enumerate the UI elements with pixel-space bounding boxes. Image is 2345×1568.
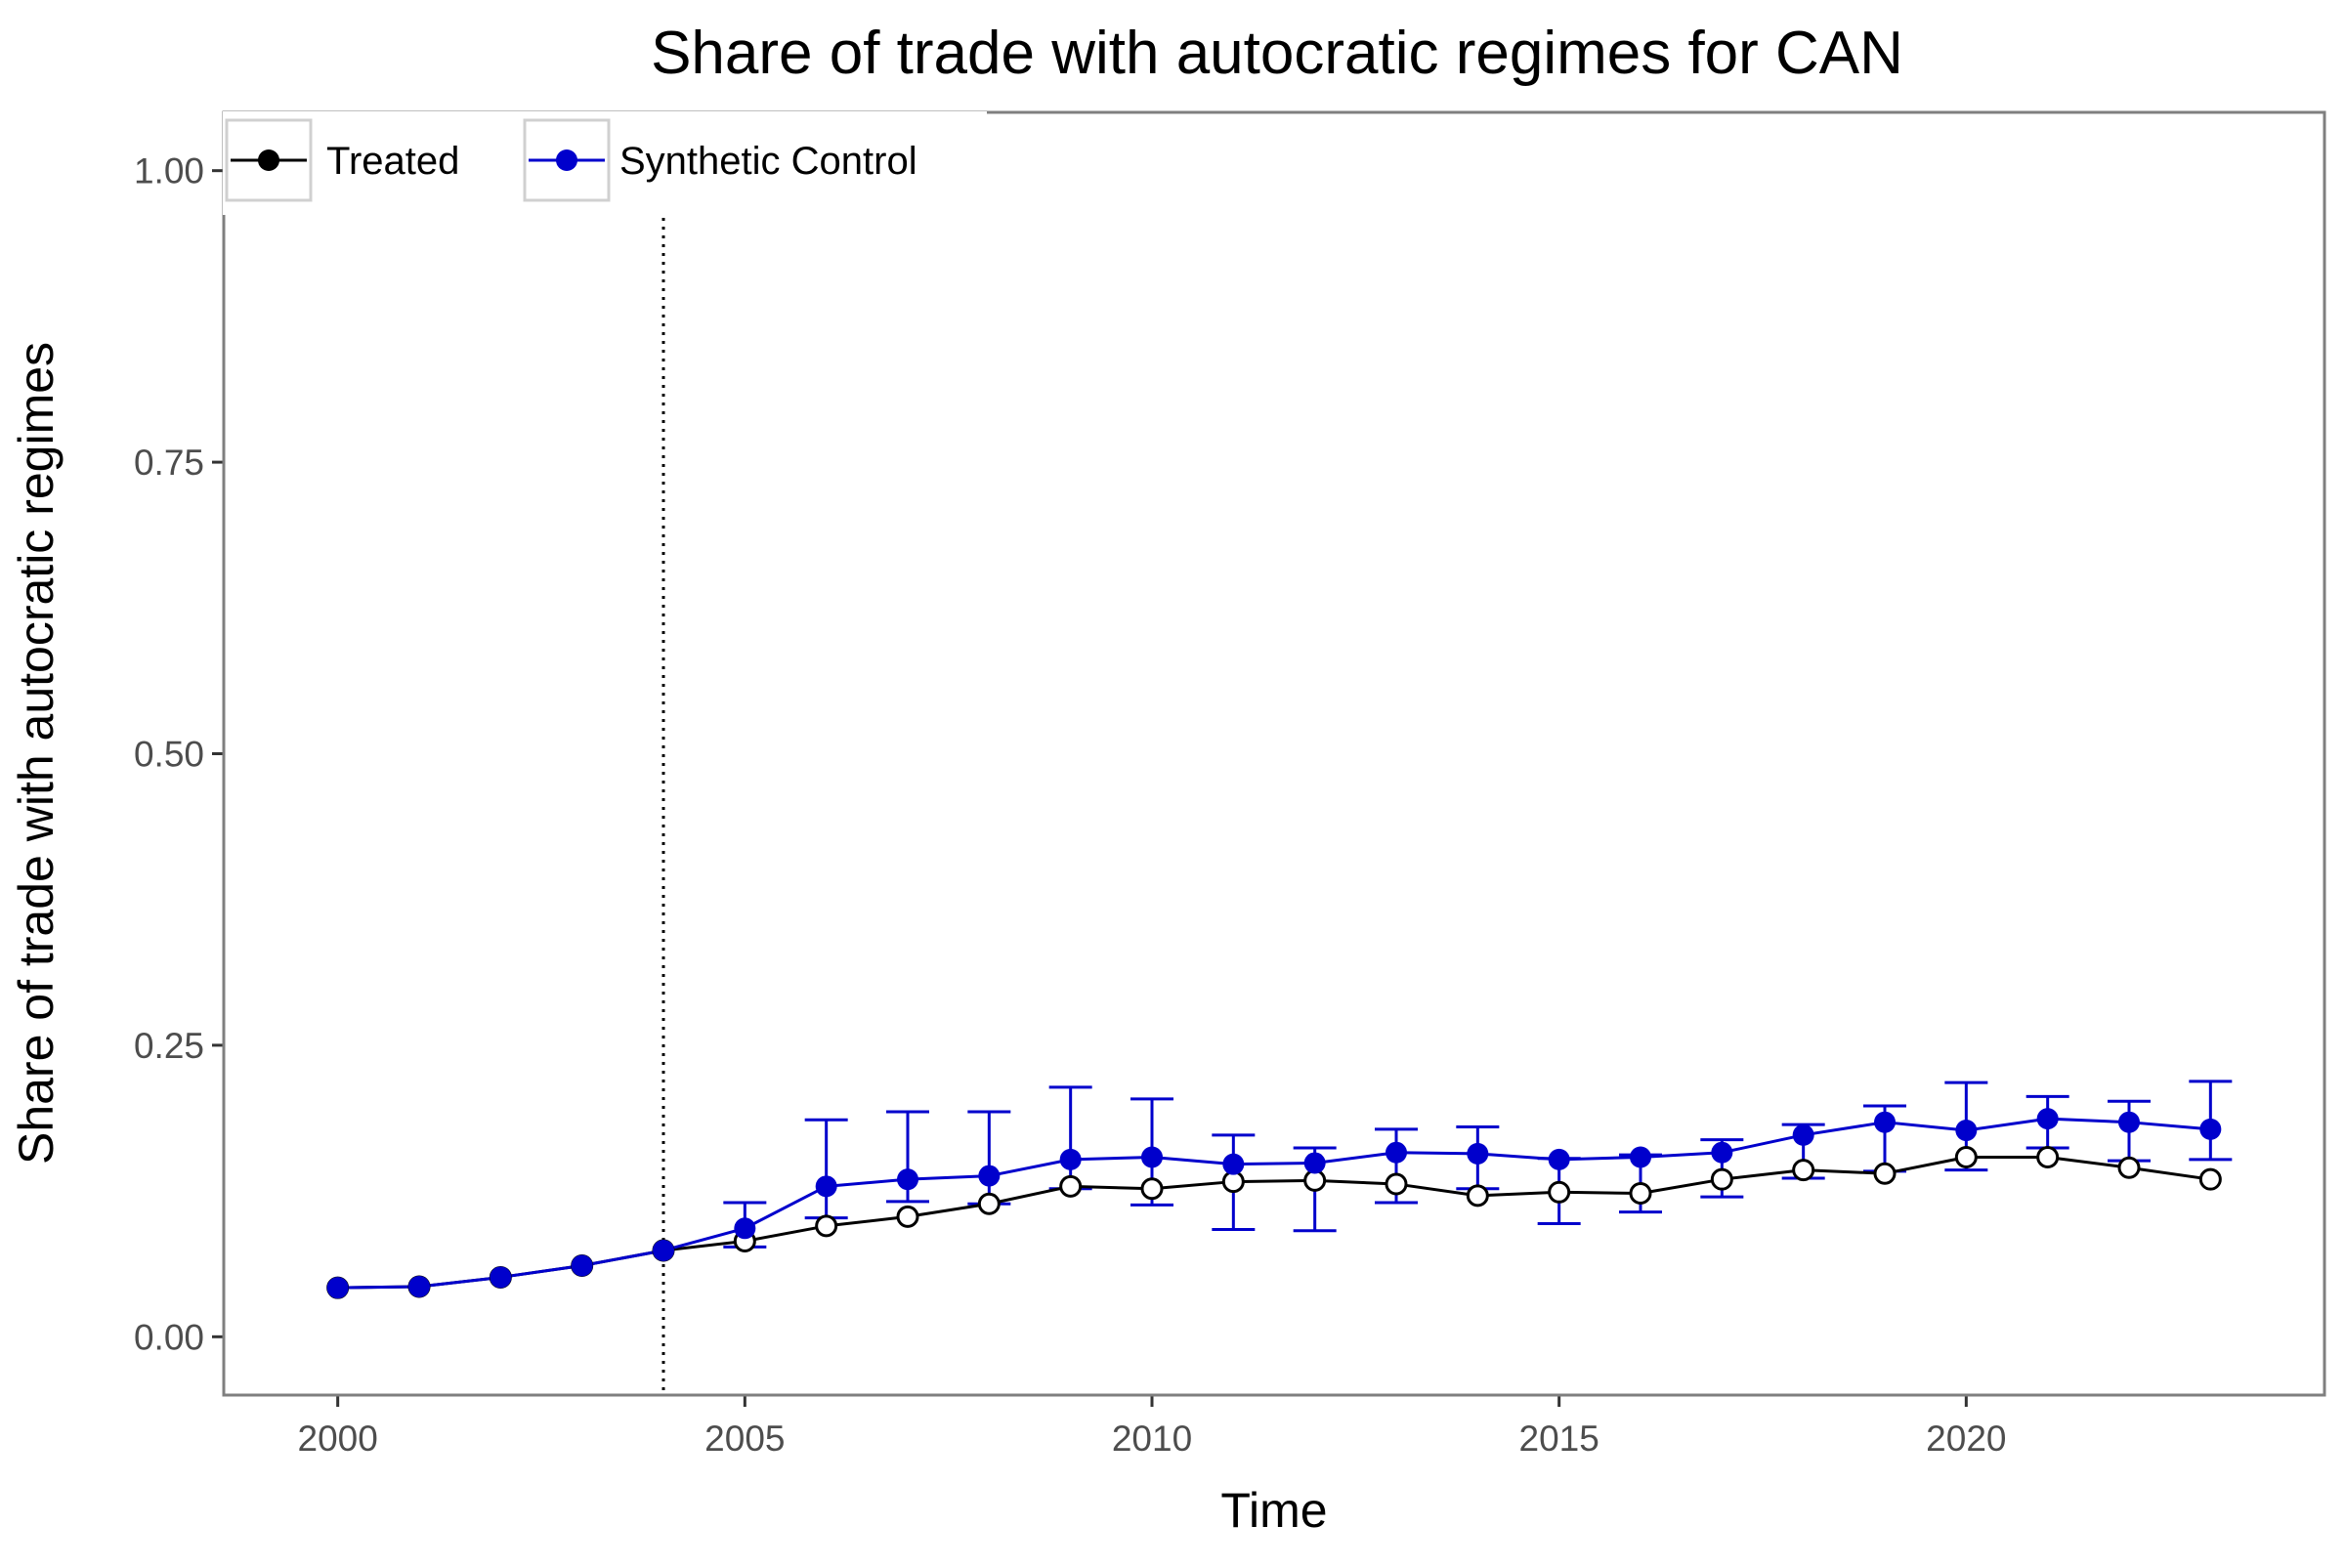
data-point-synthetic-control <box>2199 1118 2222 1140</box>
data-point-synthetic-control <box>1222 1153 1245 1175</box>
data-point-treated <box>1059 1174 1083 1198</box>
legend-background <box>223 111 987 215</box>
legend-key-box-synthetic-control <box>523 118 611 202</box>
data-point-treated <box>2117 1156 2141 1179</box>
x-tick-label: 2015 <box>1519 1419 1599 1459</box>
data-point-synthetic-control <box>408 1275 430 1297</box>
data-point-treated <box>815 1214 838 1238</box>
data-point-treated <box>1466 1184 1489 1208</box>
data-point-synthetic-control <box>1467 1142 1489 1165</box>
data-point-treated <box>1385 1172 1408 1196</box>
data-point-synthetic-control <box>1792 1123 1814 1146</box>
data-point-treated <box>1548 1180 1571 1204</box>
legend-marker-synthetic-control <box>556 149 577 171</box>
data-point-synthetic-control <box>2118 1111 2140 1133</box>
x-tick-label: 2020 <box>1926 1419 2006 1459</box>
data-point-treated <box>896 1205 919 1228</box>
data-point-synthetic-control <box>734 1217 756 1240</box>
legend-item-treated: Treated <box>225 118 459 202</box>
legend-key-box-treated <box>225 118 313 202</box>
data-point-treated <box>1710 1167 1733 1191</box>
data-point-synthetic-control <box>326 1277 349 1299</box>
data-point-treated <box>1954 1145 1978 1168</box>
data-point-synthetic-control <box>1548 1148 1570 1170</box>
legend-item-synthetic-control: Synthetic Control <box>523 118 917 202</box>
data-point-synthetic-control <box>490 1266 512 1289</box>
data-point-treated <box>2198 1167 2222 1191</box>
data-point-synthetic-control <box>897 1168 918 1191</box>
data-point-treated <box>1629 1182 1652 1206</box>
data-point-synthetic-control <box>1386 1141 1407 1164</box>
data-point-synthetic-control <box>978 1165 1001 1187</box>
data-point-synthetic-control <box>1141 1146 1163 1168</box>
x-axis-title: Time <box>1220 1483 1327 1538</box>
y-axis-title: Share of trade with autocratic regimes <box>9 342 64 1165</box>
legend-label-treated: Treated <box>326 140 459 183</box>
y-tick-label: 0.50 <box>134 735 204 775</box>
data-point-treated <box>2036 1145 2060 1168</box>
legend: Treated Synthetic Control <box>223 111 987 215</box>
data-point-synthetic-control <box>1303 1152 1326 1174</box>
data-point-treated <box>1792 1159 1815 1182</box>
series-line-synthetic-control <box>337 1117 2211 1290</box>
y-tick-label: 0.25 <box>134 1026 204 1066</box>
x-tick-label: 2000 <box>298 1419 378 1459</box>
legend-label-synthetic-control: Synthetic Control <box>619 140 917 183</box>
plot-area: 0.00 0.25 0.50 0.75 1.00 2000 2005 2010 2015 2020 <box>134 112 2233 1459</box>
series-line-treated <box>337 1155 2211 1290</box>
data-point-synthetic-control <box>571 1254 593 1277</box>
x-tick-label: 2005 <box>704 1419 785 1459</box>
y-tick-label: 0.75 <box>134 443 204 483</box>
y-tick-label: 1.00 <box>134 151 204 191</box>
y-tick-label: 0.00 <box>134 1317 204 1357</box>
plot-frame <box>222 110 2326 1397</box>
data-point-synthetic-control <box>653 1239 674 1261</box>
data-point-synthetic-control <box>1059 1148 1082 1170</box>
data-point-synthetic-control <box>2036 1108 2059 1130</box>
data-point-synthetic-control <box>1955 1120 1978 1142</box>
chart-title: Share of trade with autocratic regimes f… <box>651 20 1903 87</box>
data-point-treated <box>977 1192 1001 1215</box>
data-point-synthetic-control <box>1874 1111 1896 1133</box>
data-point-synthetic-control <box>1630 1146 1651 1168</box>
data-point-synthetic-control <box>815 1175 837 1198</box>
x-tick-label: 2010 <box>1112 1419 1192 1459</box>
data-point-synthetic-control <box>1711 1141 1733 1164</box>
data-point-treated <box>1873 1162 1897 1185</box>
legend-marker-treated <box>258 149 279 171</box>
data-point-treated <box>1140 1177 1164 1201</box>
